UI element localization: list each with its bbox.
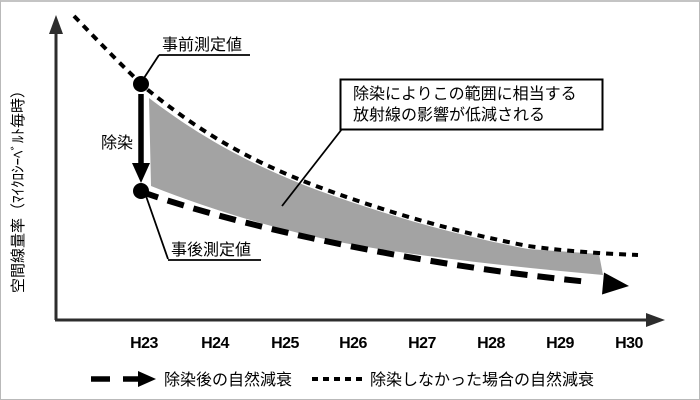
- pre-measurement-label: 事前測定値: [162, 36, 242, 54]
- callout-box: [339, 78, 604, 131]
- x-axis-arrowhead-icon: [646, 313, 665, 327]
- x-tick-h23: H23: [130, 335, 158, 352]
- y-axis-arrowhead-icon: [49, 15, 63, 34]
- x-tick-h24: H24: [201, 335, 229, 352]
- pre-measurement-leader-line: [143, 54, 160, 79]
- after-decontamination-curve-arrowhead-icon: [602, 272, 629, 295]
- x-tick-h27: H27: [408, 335, 436, 352]
- after-decontamination-curve: [141, 189, 590, 285]
- decontamination-drop-arrowhead-icon: [132, 163, 150, 183]
- shaded-region-between-curves: [149, 98, 603, 275]
- legend-no-decon-label: 除染しなかった場合の自然減衰: [370, 371, 594, 389]
- x-tick-h29: H29: [546, 335, 574, 352]
- callout-leader-line: [281, 128, 343, 207]
- x-tick-h30: H30: [615, 335, 643, 352]
- x-tick-h25: H25: [271, 335, 299, 352]
- callout-line1: 除染によりこの範囲に相当する: [353, 85, 577, 103]
- legend: 除染後の自然減衰 除染しなかった場合の自然減衰: [91, 371, 594, 389]
- post-measurement-label: 事後測定値: [171, 241, 251, 259]
- post-measurement-dot: [133, 183, 149, 199]
- legend-after-decon-label: 除染後の自然減衰: [164, 371, 292, 389]
- x-tick-h28: H28: [477, 335, 505, 352]
- legend-after-decon-arrowhead-icon: [138, 371, 156, 387]
- no-decontamination-curve: [72, 14, 639, 257]
- post-measurement-leader-line: [145, 195, 169, 260]
- x-tick-h26: H26: [339, 335, 367, 352]
- y-axis-label: 空間線量率（ﾏｲｸﾛｼｰﾍﾞﾙﾄ毎時）: [10, 83, 27, 293]
- pre-measurement-dot: [133, 76, 149, 92]
- callout-line2: 放射線の影響が低減される: [353, 106, 545, 124]
- decontamination-label: 除染: [101, 134, 133, 152]
